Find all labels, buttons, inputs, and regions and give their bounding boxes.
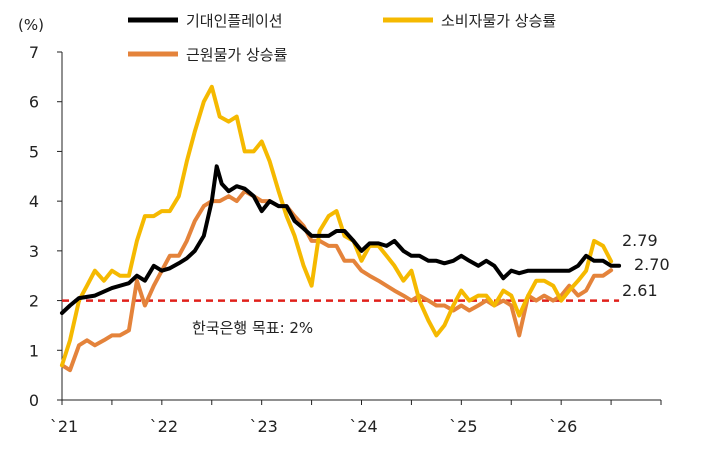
x-tick-label: `25: [449, 417, 477, 436]
y-tick-label: 4: [29, 192, 39, 211]
target-reference-line: 한국은행 목표: 2%: [62, 299, 620, 337]
y-tick-label: 7: [29, 43, 39, 62]
series-lines: [60, 84, 622, 373]
y-tick-label: 6: [29, 93, 39, 112]
y-unit-label: (%): [18, 16, 44, 34]
x-tick-label: `22: [150, 417, 178, 436]
core-cpi-line: [60, 189, 614, 373]
end-label-expected-inflation: 2.70: [634, 255, 670, 274]
y-tick-label: 5: [29, 142, 39, 161]
y-axis: 0 1 2 3 4 5 6 7: [29, 43, 63, 410]
end-value-labels: 2.70 2.79 2.61: [622, 231, 670, 300]
y-tick-label: 0: [29, 391, 39, 410]
expected-inflation-line: [60, 164, 622, 315]
x-tick-label: `21: [50, 417, 78, 436]
target-line-label: 한국은행 목표: 2%: [192, 319, 313, 337]
x-tick-label: `24: [349, 417, 377, 436]
legend-label-expected-inflation: 기대인플레이션: [186, 12, 283, 30]
y-tick-label: 1: [29, 341, 39, 360]
x-tick-label: `23: [249, 417, 277, 436]
legend-label-cpi: 소비자물가 상승률: [441, 12, 556, 30]
y-tick-label: 2: [29, 292, 39, 311]
legend: 기대인플레이션 소비자물가 상승률 근원물가 상승률: [128, 12, 556, 64]
legend-label-core-cpi: 근원물가 상승률: [186, 46, 288, 64]
end-label-core-cpi: 2.61: [622, 281, 658, 300]
cpi-line: [60, 84, 614, 368]
y-tick-label: 3: [29, 242, 39, 261]
x-axis: `21 `22 `23 `24 `25 `26: [50, 399, 662, 436]
end-label-cpi: 2.79: [622, 231, 658, 250]
x-tick-label: `26: [549, 417, 577, 436]
